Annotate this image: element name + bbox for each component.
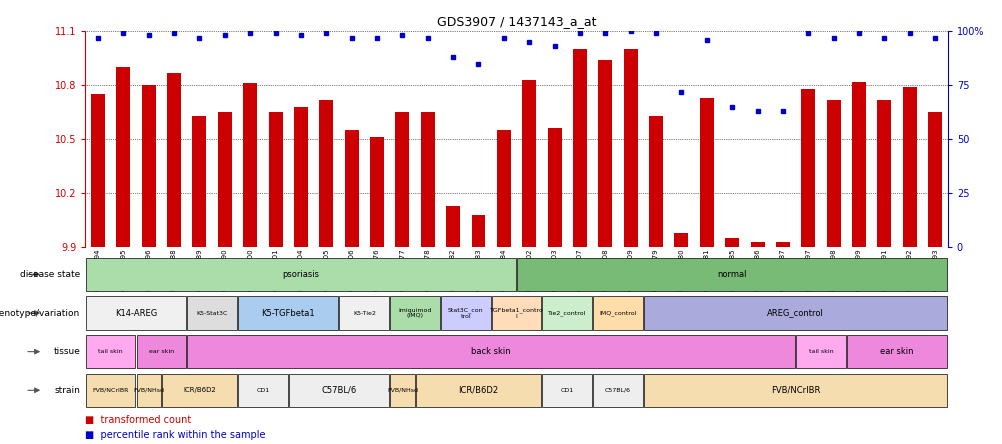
Bar <box>390 296 440 330</box>
Bar <box>86 296 186 330</box>
Bar <box>623 49 637 247</box>
Bar <box>187 335 795 369</box>
Bar <box>749 242 764 247</box>
Bar <box>370 137 384 247</box>
Bar <box>471 215 485 247</box>
Bar <box>187 296 236 330</box>
Bar <box>161 373 236 407</box>
Bar <box>927 112 941 247</box>
Title: GDS3907 / 1437143_a_at: GDS3907 / 1437143_a_at <box>436 16 596 28</box>
Bar <box>237 296 338 330</box>
Bar <box>643 296 946 330</box>
Bar <box>522 80 536 247</box>
Text: tail skin: tail skin <box>808 349 833 354</box>
Text: back skin: back skin <box>471 347 510 356</box>
Bar <box>390 373 414 407</box>
Bar <box>592 373 642 407</box>
Bar <box>86 258 515 291</box>
Bar <box>826 99 840 247</box>
Text: disease state: disease state <box>20 270 80 279</box>
Text: K5-Tie2: K5-Tie2 <box>353 310 376 316</box>
Bar <box>517 258 946 291</box>
Bar <box>294 107 308 247</box>
Text: ■  percentile rank within the sample: ■ percentile rank within the sample <box>85 429 266 440</box>
Text: imiquimod
(IMQ): imiquimod (IMQ) <box>398 308 431 318</box>
Bar <box>796 335 845 369</box>
Text: psoriasis: psoriasis <box>283 270 319 279</box>
Text: genotype/variation: genotype/variation <box>0 309 80 317</box>
Bar <box>446 206 460 247</box>
Bar <box>116 67 130 247</box>
Bar <box>902 87 916 247</box>
Text: tissue: tissue <box>53 347 80 356</box>
Text: C57BL/6: C57BL/6 <box>604 388 630 393</box>
Text: K5-TGFbeta1: K5-TGFbeta1 <box>262 309 315 317</box>
Bar <box>852 82 865 247</box>
Bar <box>421 112 434 247</box>
Bar <box>547 128 561 247</box>
Text: K14-AREG: K14-AREG <box>115 309 157 317</box>
Bar <box>415 373 541 407</box>
Text: C57BL/6: C57BL/6 <box>321 386 357 395</box>
Bar <box>673 233 687 247</box>
Bar <box>237 373 288 407</box>
Text: CD1: CD1 <box>560 388 573 393</box>
Text: normal: normal <box>716 270 746 279</box>
Bar <box>91 94 105 247</box>
Bar <box>592 296 642 330</box>
Bar <box>648 116 662 247</box>
Text: CD1: CD1 <box>257 388 270 393</box>
Bar <box>242 83 257 247</box>
Bar <box>319 99 333 247</box>
Bar <box>395 112 409 247</box>
Bar <box>598 60 611 247</box>
Text: Stat3C_con
trol: Stat3C_con trol <box>448 308 483 318</box>
Text: FVB/NHsd: FVB/NHsd <box>133 388 164 393</box>
Bar <box>136 373 160 407</box>
Bar <box>776 242 790 247</box>
Bar <box>699 98 713 247</box>
Text: IMQ_control: IMQ_control <box>599 310 636 316</box>
Text: FVB/NCrIBR: FVB/NCrIBR <box>92 388 128 393</box>
Bar <box>542 373 591 407</box>
Bar <box>441 296 490 330</box>
Bar <box>289 373 389 407</box>
Text: ICR/B6D2: ICR/B6D2 <box>182 387 215 393</box>
Bar <box>269 112 283 247</box>
Text: FVB/NCrIBR: FVB/NCrIBR <box>771 386 820 395</box>
Text: ear skin: ear skin <box>148 349 173 354</box>
Bar <box>877 99 891 247</box>
Bar <box>141 85 155 247</box>
Bar <box>846 335 946 369</box>
Bar <box>167 72 180 247</box>
Bar <box>572 49 586 247</box>
Bar <box>801 89 815 247</box>
Bar <box>345 130 359 247</box>
Text: tail skin: tail skin <box>98 349 123 354</box>
Text: FVB/NHsd: FVB/NHsd <box>387 388 418 393</box>
Bar <box>339 296 389 330</box>
Bar <box>542 296 591 330</box>
Text: TGFbeta1_contro
l: TGFbeta1_contro l <box>489 308 543 318</box>
Text: strain: strain <box>54 386 80 395</box>
Text: AREG_control: AREG_control <box>767 309 824 317</box>
Bar <box>192 116 206 247</box>
Bar <box>217 112 231 247</box>
Text: ■  transformed count: ■ transformed count <box>85 415 191 425</box>
Bar <box>86 373 135 407</box>
Bar <box>491 296 541 330</box>
Bar <box>86 335 135 369</box>
Bar <box>724 238 738 247</box>
Text: Tie2_control: Tie2_control <box>547 310 586 316</box>
Text: ICR/B6D2: ICR/B6D2 <box>458 386 498 395</box>
Bar <box>643 373 946 407</box>
Bar <box>136 335 186 369</box>
Text: ear skin: ear skin <box>880 347 913 356</box>
Bar <box>496 130 510 247</box>
Text: K5-Stat3C: K5-Stat3C <box>196 310 227 316</box>
